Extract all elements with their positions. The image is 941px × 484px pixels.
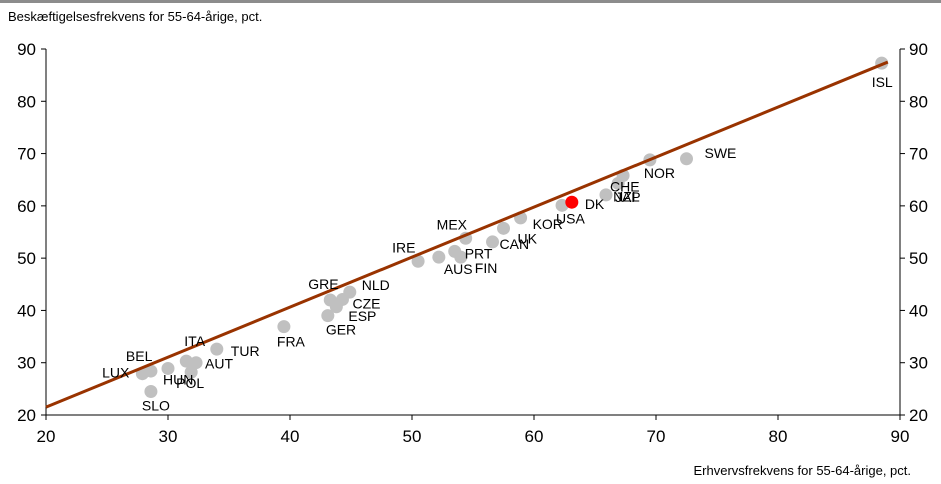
y-tick-label-left: 20	[17, 406, 36, 425]
point-label: FRA	[277, 334, 306, 350]
point-label: BEL	[126, 348, 153, 364]
point-label: LUX	[102, 365, 130, 381]
data-point	[210, 342, 224, 356]
data-point	[611, 176, 625, 190]
y-tick-label-left: 30	[17, 354, 36, 373]
x-tick-label: 70	[647, 427, 666, 446]
y-tick-label-right: 40	[909, 301, 928, 320]
x-tick-label: 20	[37, 427, 56, 446]
point-label: JAP	[615, 189, 641, 205]
point-label: TUR	[231, 343, 260, 359]
point-label: PRT	[465, 245, 493, 261]
data-point	[555, 198, 569, 212]
y-tick-label-right: 90	[909, 40, 928, 59]
point-label: ISL	[872, 74, 893, 90]
y-tick-label-right: 50	[909, 249, 928, 268]
point-label: NLD	[362, 277, 390, 293]
y-tick-label-left: 60	[17, 197, 36, 216]
point-label: KOR	[533, 216, 563, 232]
data-point	[144, 384, 158, 398]
point-label: USA	[556, 210, 585, 226]
point-label: ESP	[348, 308, 376, 324]
data-point	[179, 354, 193, 368]
point-label: CHE	[610, 179, 640, 195]
point-label: NZL	[613, 188, 640, 204]
y-tick-label-right: 20	[909, 406, 928, 425]
data-point	[565, 195, 579, 209]
x-axis-title: Erhvervsfrekvens for 55-64-årige, pct.	[693, 463, 911, 478]
point-label: AUS	[444, 261, 473, 277]
y-tick-label-left: 70	[17, 145, 36, 164]
y-tick-label-left: 50	[17, 249, 36, 268]
data-point	[599, 188, 613, 202]
y-tick-label-right: 80	[909, 92, 928, 111]
y-axis-title: Beskæftigelsesfrekvens for 55-64-årige, …	[8, 9, 263, 24]
x-tick-label: 40	[281, 427, 300, 446]
data-point	[321, 309, 335, 323]
point-label: ITA	[184, 333, 205, 349]
point-label: FIN	[475, 260, 498, 276]
data-point	[184, 365, 198, 379]
data-point	[432, 250, 446, 264]
point-label: SWE	[705, 145, 737, 161]
y-tick-label-right: 60	[909, 197, 928, 216]
data-point	[486, 235, 500, 249]
point-label: CAN	[500, 236, 530, 252]
x-tick-label: 30	[159, 427, 178, 446]
data-point	[497, 221, 510, 235]
y-tick-label-right: 30	[909, 354, 928, 373]
data-point	[161, 361, 175, 375]
data-point	[329, 300, 343, 314]
y-tick-label-left: 40	[17, 301, 36, 320]
y-tick-label-left: 80	[17, 92, 36, 111]
x-tick-label: 80	[769, 427, 788, 446]
point-label: GRE	[308, 276, 338, 292]
point-label: AUT	[205, 356, 233, 372]
point-label: HUN	[163, 371, 193, 387]
x-tick-label: 90	[891, 427, 910, 446]
data-point	[277, 320, 291, 334]
data-point	[411, 254, 425, 268]
x-tick-label: 60	[525, 427, 544, 446]
point-label: GER	[326, 322, 356, 338]
point-label: NOR	[644, 165, 675, 181]
y-tick-label-right: 70	[909, 145, 928, 164]
point-label: SLO	[142, 397, 170, 413]
point-label: POL	[176, 375, 204, 391]
top-border	[0, 0, 941, 3]
point-label: DK	[585, 196, 605, 212]
trend-line	[45, 60, 889, 409]
data-point	[454, 250, 468, 264]
x-tick-label: 50	[403, 427, 422, 446]
data-point	[680, 152, 693, 166]
point-label: IRE	[392, 239, 415, 255]
point-label: UK	[518, 230, 538, 246]
y-tick-label-left: 90	[17, 40, 36, 59]
point-label: CZE	[352, 295, 380, 311]
point-label: MEX	[437, 216, 468, 232]
